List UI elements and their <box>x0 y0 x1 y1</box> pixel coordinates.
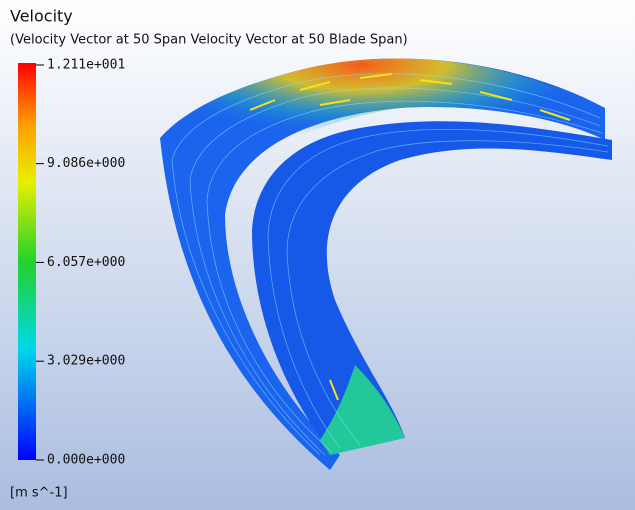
tick-label: 1.211e+001 <box>47 58 125 73</box>
tick-label: 6.057e+000 <box>47 255 125 270</box>
legend-unit: [m s^-1] <box>10 486 68 501</box>
blade-field <box>160 58 612 470</box>
legend-ticks: 1.211e+001 9.086e+000 6.057e+000 3.029e+000… <box>36 58 125 468</box>
exit-region <box>320 365 405 455</box>
inner-blade-passage <box>252 121 612 450</box>
tick-label: 3.029e+000 <box>47 354 125 369</box>
tick-label: 9.086e+000 <box>47 156 125 171</box>
high-velocity-zone <box>160 58 605 191</box>
subtitle: (Velocity Vector at 50 Span Velocity Vec… <box>10 33 408 48</box>
title: Velocity <box>10 7 73 26</box>
color-bar <box>18 63 36 460</box>
outer-blade-passage <box>160 58 605 470</box>
streaks <box>171 73 609 456</box>
tick-label: 0.000e+000 <box>47 453 125 468</box>
vector-arrows <box>249 73 571 401</box>
